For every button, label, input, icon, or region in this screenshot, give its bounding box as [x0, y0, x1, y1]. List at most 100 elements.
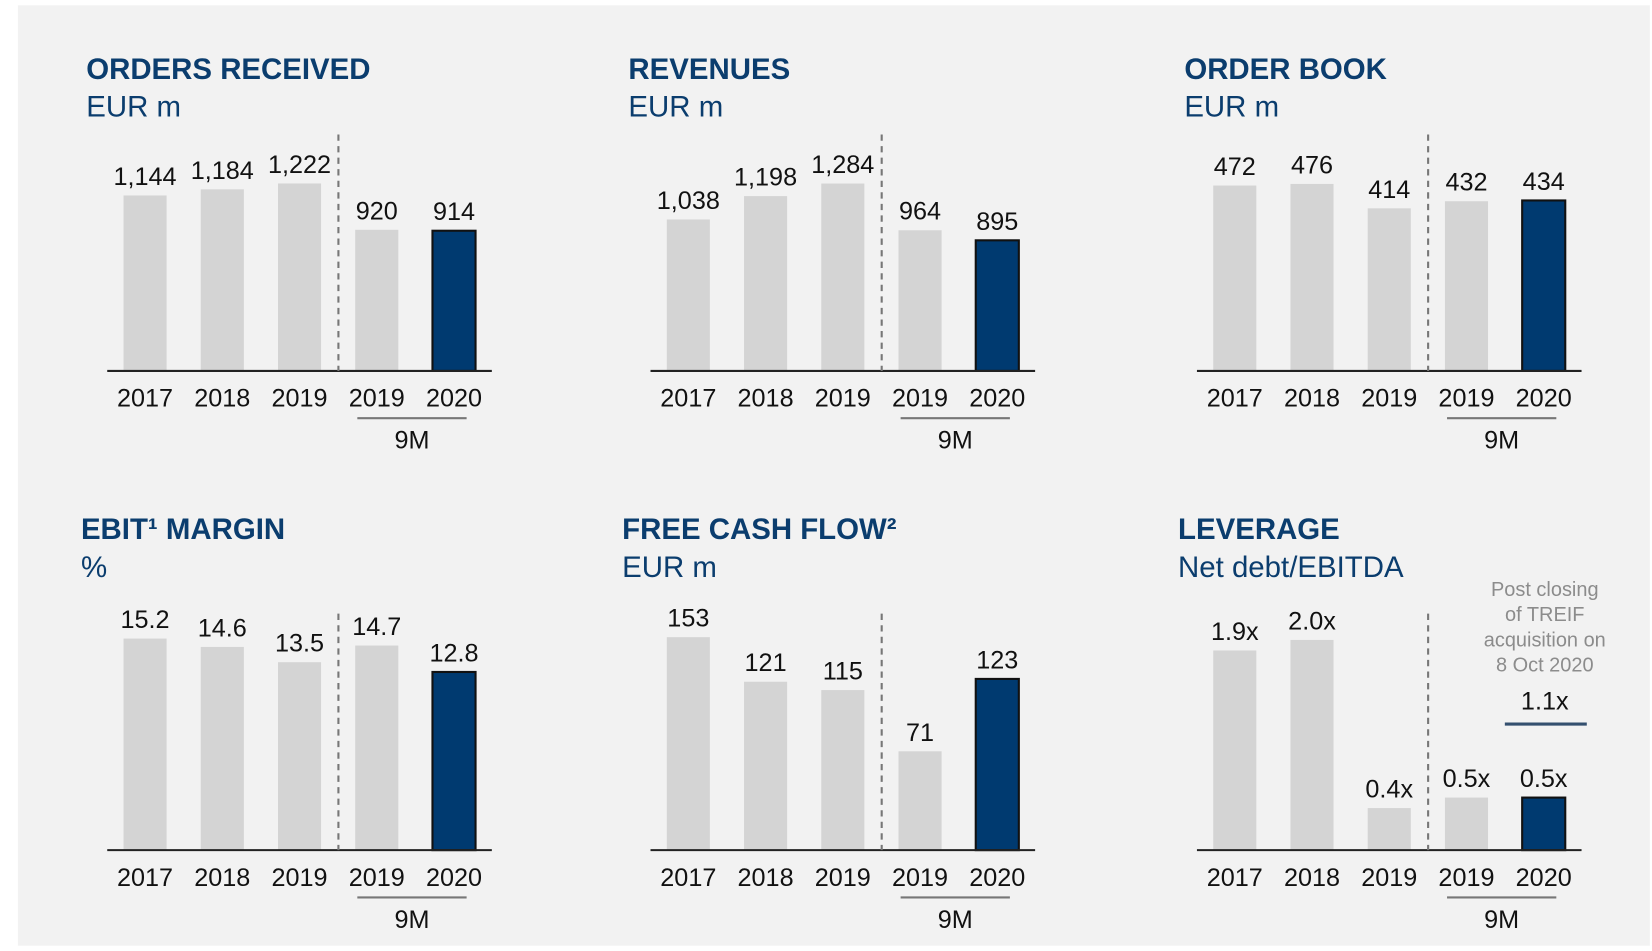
chart-subtitle: EUR m — [86, 91, 181, 124]
value-label: 0.5x — [1443, 765, 1491, 793]
value-label: 14.7 — [352, 613, 401, 641]
x-tick-label: 2017 — [1207, 385, 1263, 413]
x-tick-label: 2020 — [969, 385, 1025, 413]
x-tick-label: 2019 — [271, 385, 327, 413]
x-tick-label: 2020 — [426, 385, 482, 413]
chart-title: ORDER BOOK — [1184, 53, 1387, 86]
chart-subtitle: EUR m — [628, 91, 723, 124]
x-tick-label: 2019 — [1361, 385, 1417, 413]
value-label: 472 — [1214, 153, 1256, 181]
bar — [1367, 208, 1411, 371]
bar — [821, 183, 865, 371]
bar — [1444, 201, 1489, 371]
x-tick-label: 2020 — [1516, 864, 1572, 892]
annotation-text: 8 Oct 2020 — [1496, 654, 1594, 676]
x-tick-label: 2019 — [815, 385, 871, 413]
value-label: 895 — [976, 208, 1018, 236]
value-label: 1,198 — [734, 164, 797, 192]
bar — [974, 239, 1020, 372]
bar — [1290, 639, 1334, 851]
chart-subtitle: EUR m — [1184, 91, 1279, 124]
x-tick-label: 2017 — [117, 385, 173, 413]
value-label: 14.6 — [198, 614, 247, 642]
x-tick-label: 2017 — [1207, 864, 1263, 892]
x-tick-label: 2019 — [892, 864, 948, 892]
x-tick-label: 2018 — [194, 385, 250, 413]
x-tick-label: 2019 — [1438, 864, 1494, 892]
x-tick-label: 2019 — [271, 864, 327, 892]
bar — [123, 195, 167, 371]
bar — [355, 229, 399, 371]
value-label: 0.4x — [1365, 776, 1413, 804]
x-tick-label: 2018 — [194, 864, 250, 892]
bar — [355, 645, 399, 851]
annotation-text: Post closing — [1491, 579, 1599, 601]
value-label: 432 — [1445, 169, 1487, 197]
value-label: 1,038 — [657, 187, 720, 215]
x-tick-label: 2019 — [1438, 385, 1494, 413]
x-tick-label: 2019 — [815, 864, 871, 892]
chart-title: LEVERAGE — [1178, 513, 1340, 546]
period-label: 9M — [1484, 427, 1519, 455]
period-label: 9M — [394, 906, 429, 934]
x-tick-label: 2017 — [660, 385, 716, 413]
bar — [974, 677, 1020, 852]
x-tick-label: 2017 — [117, 864, 173, 892]
x-tick-label: 2019 — [892, 385, 948, 413]
value-label: 13.5 — [275, 630, 324, 658]
chart-title: FREE CASH FLOW² — [622, 513, 897, 546]
bar — [277, 183, 322, 371]
x-tick-label: 2018 — [1284, 864, 1340, 892]
chart-subtitle: EUR m — [622, 551, 717, 584]
bar — [1444, 797, 1489, 851]
value-label: 476 — [1291, 151, 1333, 179]
period-label: 9M — [394, 427, 429, 455]
bar — [1367, 808, 1411, 851]
annotation-text: acquisition on — [1484, 629, 1606, 651]
period-label: 9M — [938, 427, 973, 455]
period-label: 9M — [938, 906, 973, 934]
bar — [666, 637, 710, 851]
bar — [666, 219, 710, 371]
value-label: 1,184 — [191, 157, 254, 185]
bar — [1213, 185, 1257, 371]
value-label: 123 — [976, 646, 1018, 674]
value-label: 71 — [906, 719, 934, 747]
chart-subtitle: Net debt/EBITDA — [1178, 551, 1404, 584]
bar — [277, 662, 322, 851]
value-label: 121 — [745, 649, 787, 677]
bar — [1290, 183, 1334, 371]
bar — [431, 670, 477, 852]
value-label: 414 — [1368, 176, 1410, 204]
value-label: 1.9x — [1211, 618, 1259, 646]
value-label: 15.2 — [121, 606, 170, 634]
bar — [821, 690, 865, 851]
bar — [123, 638, 167, 851]
value-label: 914 — [433, 198, 475, 226]
bar — [200, 646, 244, 851]
bar — [200, 189, 244, 371]
x-tick-label: 2018 — [738, 864, 794, 892]
value-label: 1,222 — [268, 151, 331, 179]
value-label: 1,144 — [114, 163, 177, 191]
bar — [744, 196, 788, 371]
bar — [898, 751, 942, 851]
bar — [1521, 199, 1567, 372]
chart-title: REVENUES — [628, 53, 790, 86]
value-label: 0.5x — [1520, 765, 1568, 793]
x-tick-label: 2018 — [738, 385, 794, 413]
x-tick-label: 2019 — [349, 385, 405, 413]
value-label: 964 — [899, 198, 941, 226]
bar — [898, 230, 942, 371]
chart-title: ORDERS RECEIVED — [86, 53, 370, 86]
bar — [1521, 796, 1567, 852]
x-tick-label: 2017 — [660, 864, 716, 892]
x-tick-label: 2019 — [1361, 864, 1417, 892]
x-tick-label: 2020 — [426, 864, 482, 892]
chart-title: EBIT¹ MARGIN — [81, 513, 285, 546]
period-label: 9M — [1484, 906, 1519, 934]
value-label: 1,284 — [811, 151, 874, 179]
value-label: 115 — [823, 658, 863, 686]
